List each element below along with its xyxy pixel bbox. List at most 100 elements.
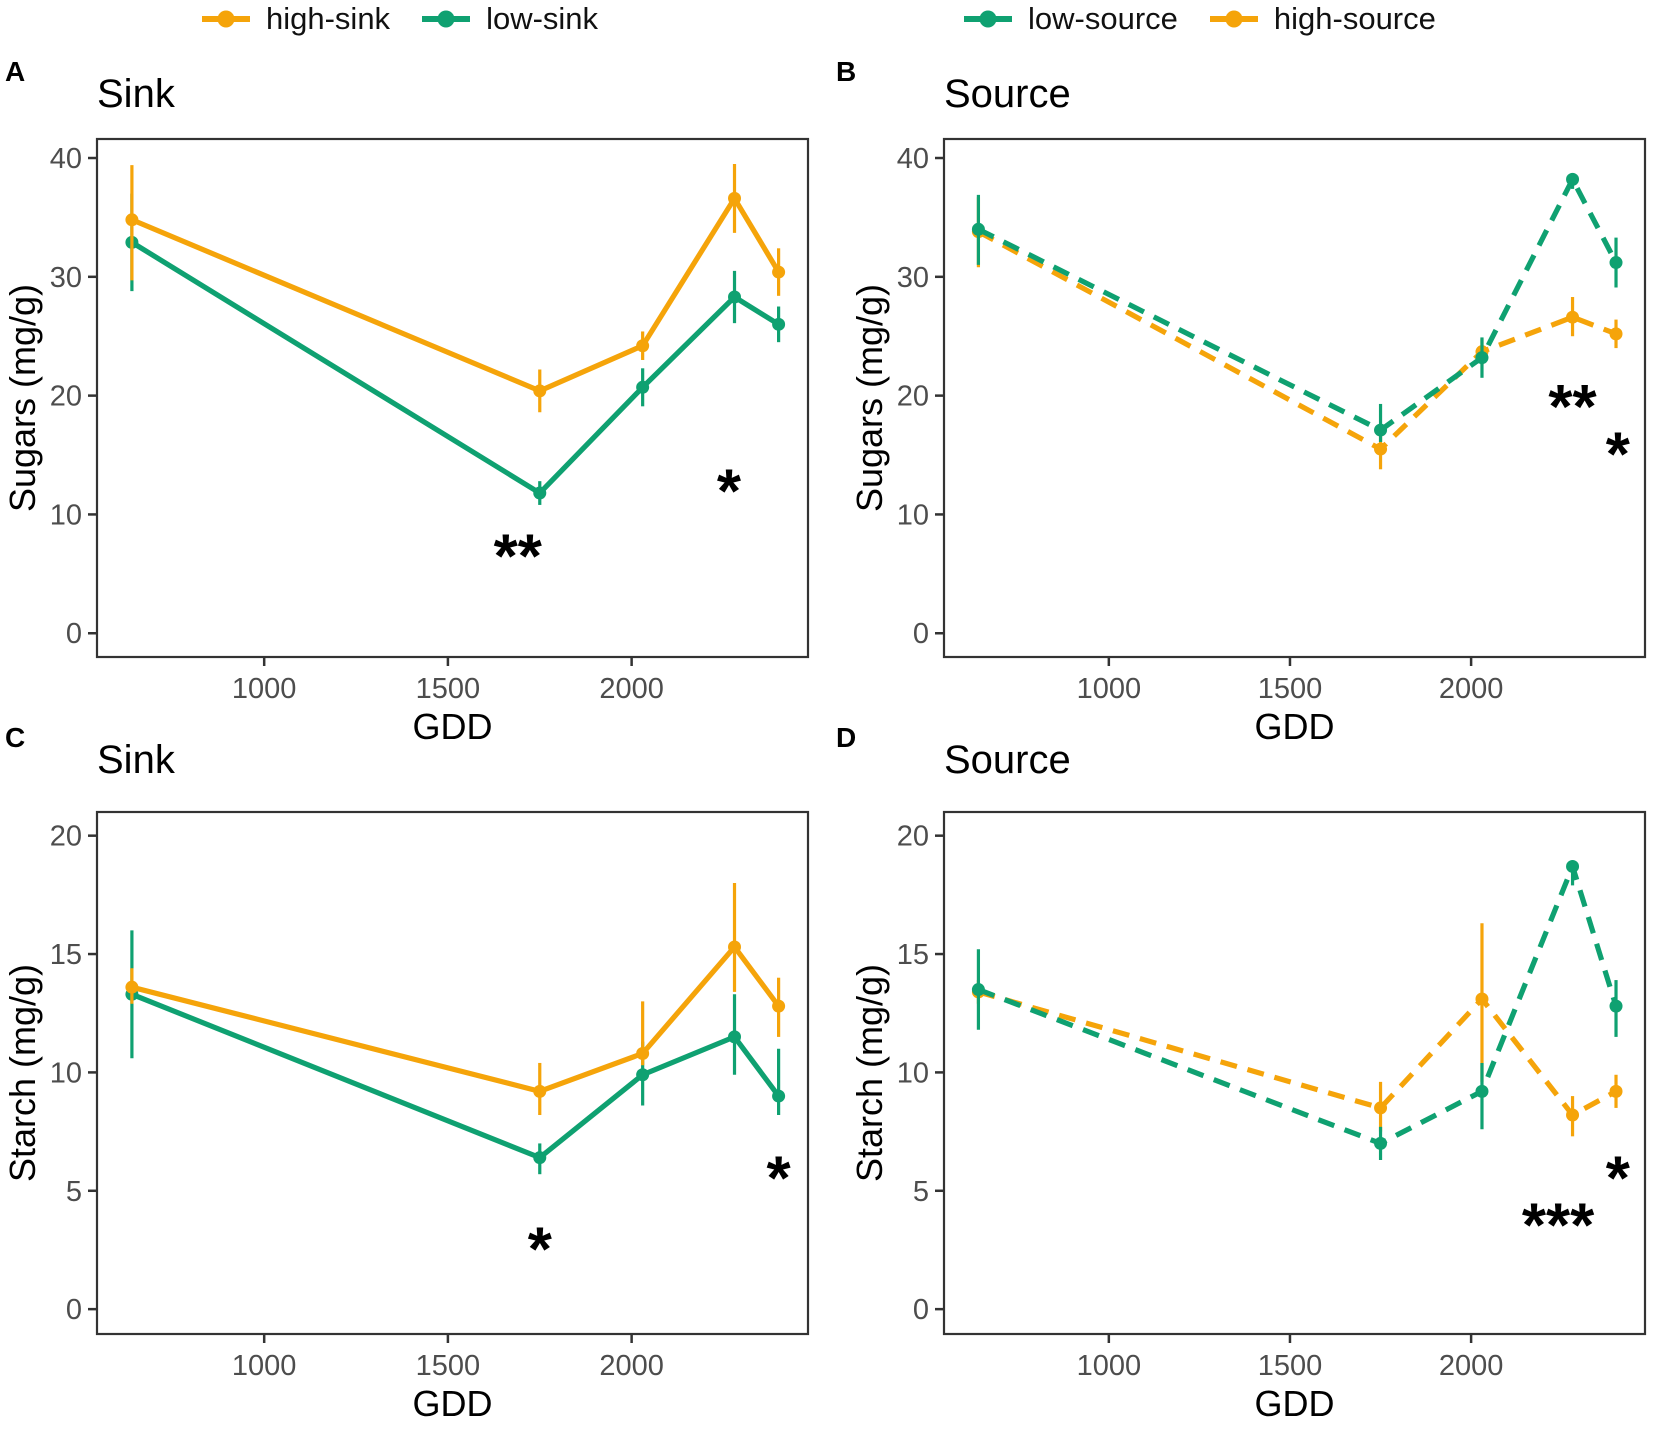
significance-annotation: * [1606,420,1631,489]
y-axis-title: Starch (mg/g) [2,964,43,1182]
legend-label: low-source [1028,1,1178,36]
data-point [1566,1108,1580,1122]
x-tick-label: 1000 [232,1350,297,1382]
data-point [636,380,650,394]
series-line [977,229,1617,452]
y-tick-label: 5 [66,1176,82,1208]
series-high-sink [125,163,786,413]
panel-letter-b: B [836,56,857,87]
y-tick-label: 30 [897,262,929,294]
x-tick-label: 1500 [416,673,481,705]
data-point [125,213,139,227]
series-high-source [971,923,1623,1137]
legend-item-low-sink: low-sink [420,1,598,37]
series-line [131,944,781,1094]
data-point [636,339,650,353]
y-tick-label: 10 [50,1057,82,1089]
data-point [533,384,547,398]
legend-source: low-source high-source [962,0,1436,38]
x-axis-title: GDD [1255,1383,1335,1424]
panel-border [95,810,810,1336]
y-tick-label: 20 [897,381,929,413]
significance-annotation: ** [1548,373,1597,442]
significance-annotation: * [528,1215,553,1284]
data-point [728,940,742,954]
legend-key-line-icon [422,10,471,28]
panel-b-plot: 1000 1500 2000 0 10 20 30 40 GDD Sugars (mg/g) *** [849,137,1647,747]
data-point [1374,1136,1388,1150]
significance-annotation: * [717,457,742,526]
x-tick-label: 1500 [416,1350,481,1382]
y-tick-label: 0 [913,618,929,650]
series-low-sink [125,193,786,505]
x-axis-title: GDD [413,706,493,747]
series-low-sink [125,930,786,1175]
y-axis-title: Sugars (mg/g) [849,284,890,512]
y-tick-label: 40 [50,143,82,175]
significance-annotation: *** [1522,1192,1595,1261]
legend-item-low-source: low-source [962,1,1178,37]
series-high-sink [125,883,786,1116]
data-point [1609,327,1623,341]
data-point [772,317,786,331]
data-point [636,1068,650,1082]
x-tick-label: 2000 [599,1350,664,1382]
legend-sink: high-sink low-sink [200,0,598,38]
data-point [1566,172,1580,186]
series-high-source [971,197,1623,470]
panel-c-plot: 1000 1500 2000 0 5 10 15 20 GDD Starch (mg/g) * * [2,810,810,1424]
significance-annotation: * [1606,1144,1631,1213]
y-tick-label: 20 [897,821,929,853]
legend-key-line-icon [202,10,250,28]
panel-title-c: Sink [97,738,175,782]
y-tick-label: 0 [913,1294,929,1326]
data-point [1374,423,1388,437]
x-tick-label: 1500 [1258,673,1323,705]
y-axis-title: Starch (mg/g) [849,964,890,1182]
data-point [772,999,786,1013]
data-point [971,983,985,997]
panel-title-d: Source [944,738,1071,782]
y-tick-label: 20 [50,381,82,413]
data-point [1609,999,1623,1013]
x-tick-label: 1000 [1077,1350,1142,1382]
data-point [125,980,139,994]
series-line [130,991,781,1161]
legend-item-high-sink: high-sink [200,1,390,37]
panel-title-a: Sink [97,72,175,116]
legend-key-line-icon [964,10,1012,28]
data-point [772,265,786,279]
series-low-source [971,172,1623,442]
data-point [1374,1101,1388,1115]
panel-letter-d: D [836,722,857,753]
x-tick-label: 2000 [1439,673,1504,705]
panel-d-plot: 1000 1500 2000 0 5 10 15 20 GDD Starch (mg/g) **** [849,810,1647,1424]
data-point [636,1046,650,1060]
data-point [971,222,985,236]
y-tick-label: 5 [913,1176,929,1208]
y-tick-label: 0 [66,1294,82,1326]
data-point [1475,1084,1489,1098]
series-low-source [971,859,1623,1160]
data-point [1475,992,1489,1006]
legend-label: high-sink [266,1,391,36]
y-tick-label: 10 [50,499,82,531]
panel-border [95,137,810,659]
data-point [1609,1084,1623,1098]
data-point [1475,351,1489,365]
data-point [772,1089,786,1103]
panel-border [942,137,1647,659]
x-axis-title: GDD [1255,706,1335,747]
legend-label: high-source [1273,1,1436,36]
legend-label: low-sink [486,1,599,36]
data-point [728,290,742,304]
x-tick-label: 2000 [1439,1350,1504,1382]
data-point [728,1030,742,1044]
y-tick-label: 20 [50,821,82,853]
x-tick-label: 1000 [232,673,297,705]
data-point [1609,256,1623,270]
data-point [1374,442,1388,456]
x-tick-label: 1000 [1077,673,1142,705]
